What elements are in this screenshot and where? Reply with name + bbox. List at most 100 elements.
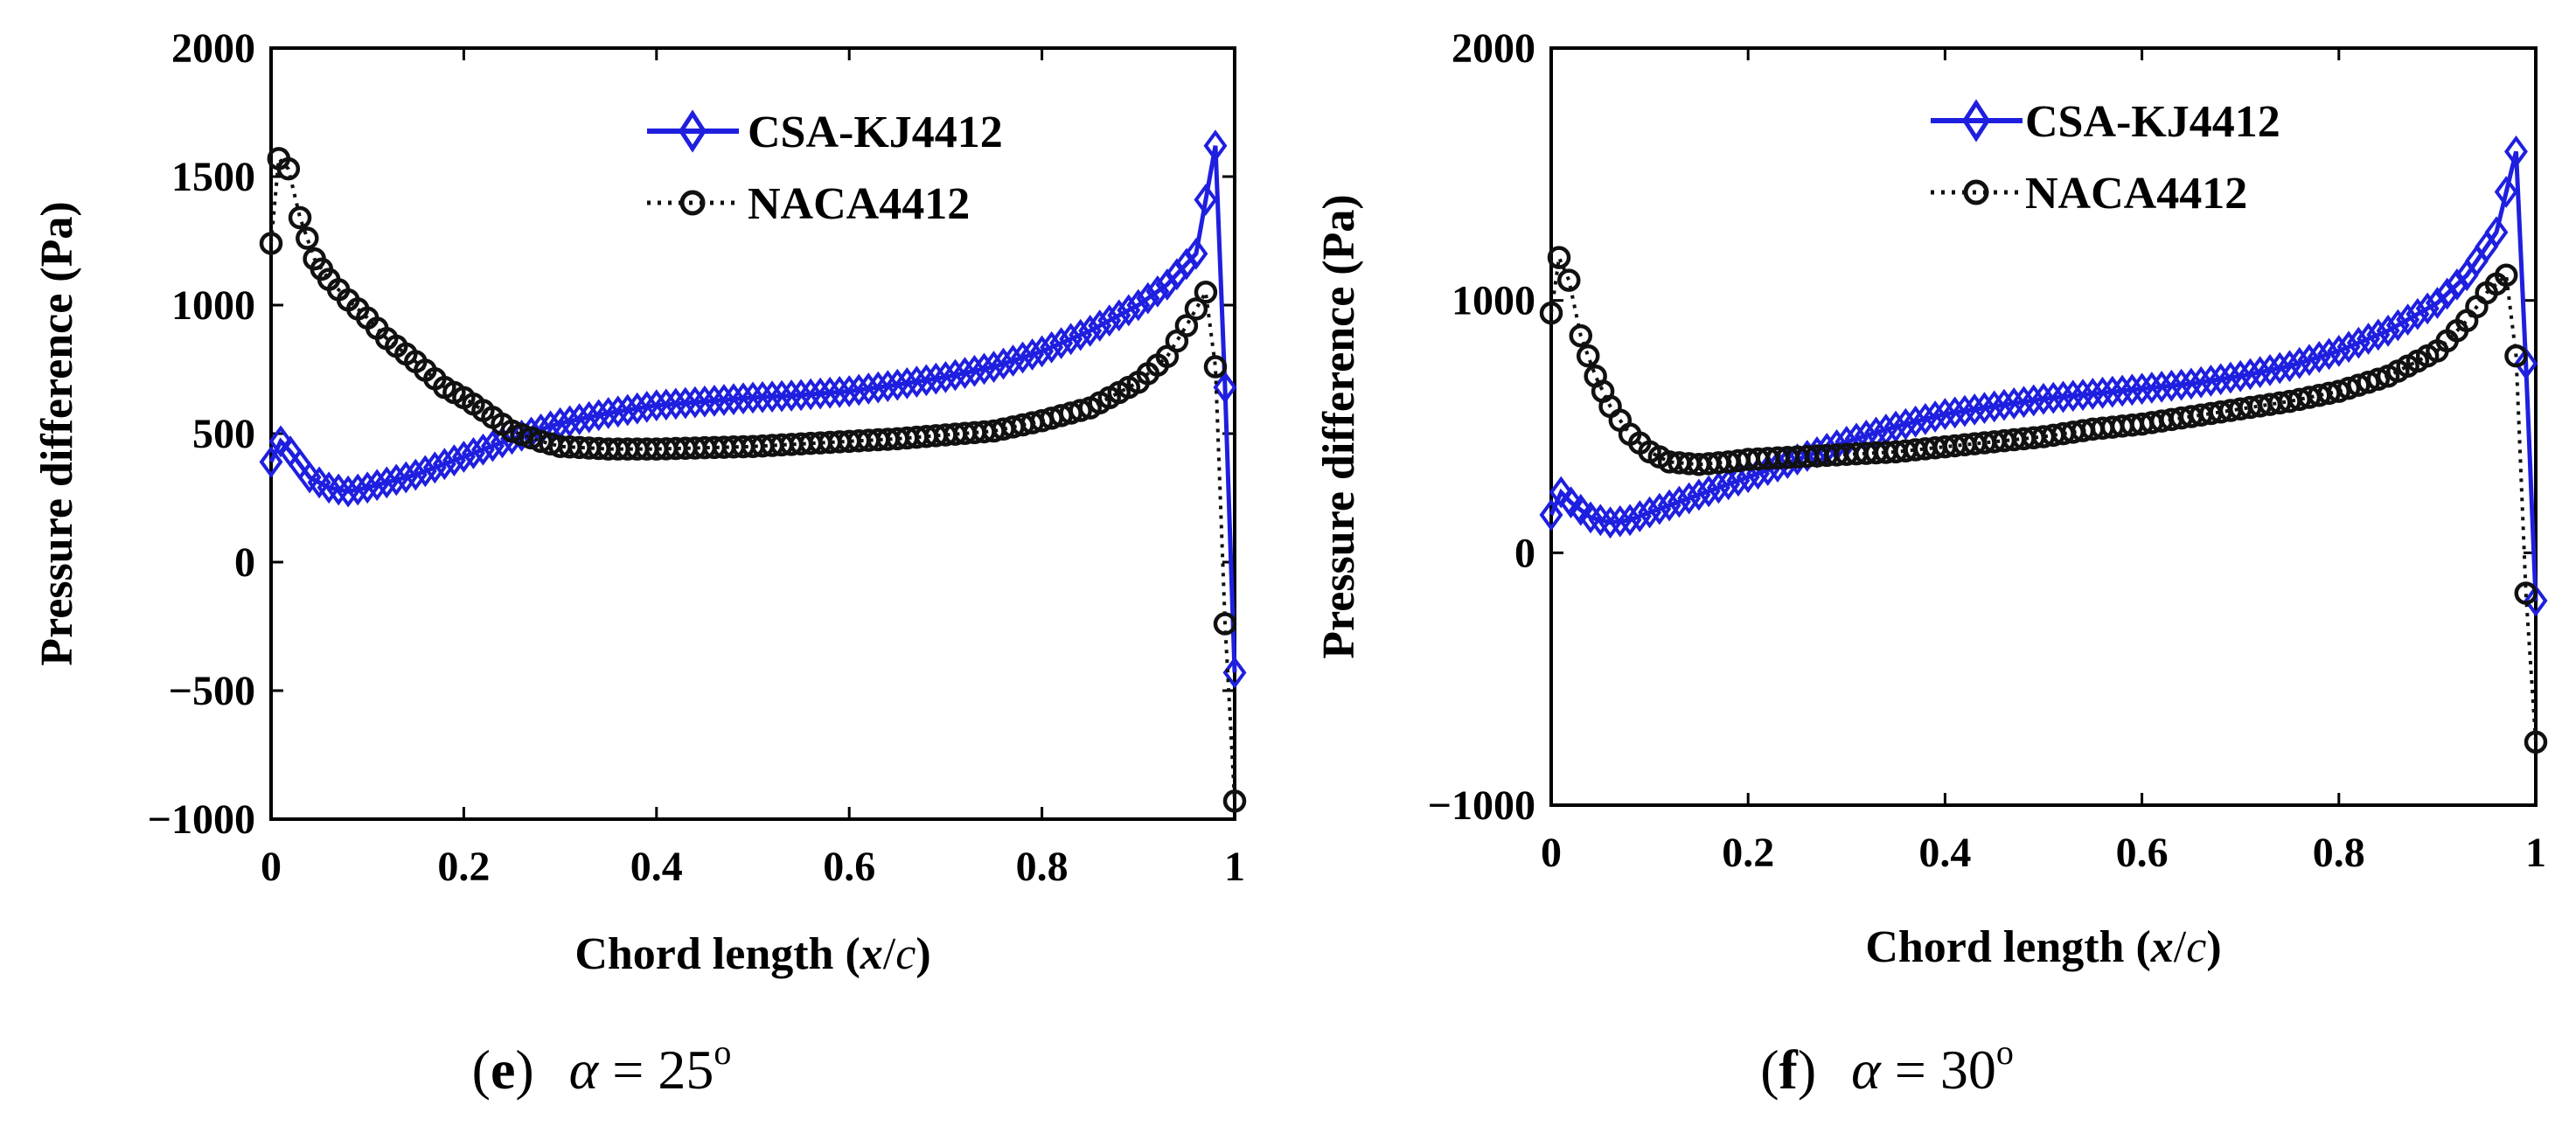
data-point-csa-kj4412-e [933, 360, 957, 393]
data-point-csa-kj4412-f [2071, 379, 2095, 412]
y-tick-label-e: 0 [234, 539, 255, 586]
data-point-csa-kj4412-e [943, 358, 967, 392]
x-tick-label-e: 1 [1224, 844, 1245, 890]
data-point-csa-kj4412-f [2080, 378, 2105, 410]
data-point-csa-kj4412-e [895, 366, 919, 400]
data-point-csa-kj4412-e [259, 445, 283, 478]
data-point-naca4412-e [1069, 399, 1092, 422]
y-tick-label-f: −1000 [1428, 782, 1535, 829]
data-point-csa-kj4412-e [442, 444, 466, 476]
data-point-csa-kj4412-f [1972, 392, 1996, 425]
data-point-csa-kj4412-e [480, 429, 505, 462]
x-tick-label-e: 0 [261, 844, 282, 890]
data-point-naca4412-f [2357, 370, 2380, 394]
data-point-csa-kj4412-f [2238, 358, 2262, 391]
data-point-csa-kj4412-e [798, 378, 823, 411]
x-axis-label-f: Chord length (x/c) [1865, 922, 2221, 972]
data-point-csa-kj4412-f [1775, 447, 1800, 479]
x-axis-label-close-e: ) [916, 929, 930, 979]
data-point-csa-kj4412-f [2346, 326, 2371, 359]
data-point-csa-kj4412-e [384, 463, 408, 497]
y-tick-label-f: 1000 [1452, 278, 1535, 324]
data-point-csa-kj4412-e [789, 379, 813, 412]
data-point-csa-kj4412-f [1647, 492, 1672, 525]
data-point-csa-kj4412-e [962, 354, 986, 387]
x-tick-label-f: 0.8 [2313, 830, 2365, 876]
data-point-csa-kj4412-e [721, 383, 746, 415]
data-point-naca4412-e [259, 232, 283, 255]
data-point-csa-kj4412-f [2140, 372, 2164, 404]
data-point-naca4412-e [276, 156, 301, 181]
x-axis-label-text-f: Chord length ( [1865, 922, 2150, 972]
data-point-csa-kj4412-f [2041, 381, 2065, 414]
data-point-csa-kj4412-e [846, 373, 871, 407]
data-point-csa-kj4412-e [1145, 275, 1170, 308]
data-point-csa-kj4412-f [1962, 393, 1987, 426]
caption-sup-f: o [1996, 1032, 2014, 1072]
data-point-csa-kj4412-f [2258, 353, 2282, 386]
data-point-csa-kj4412-f [2307, 340, 2331, 373]
data-point-csa-kj4412-e [558, 405, 582, 438]
data-point-csa-kj4412-f [2415, 292, 2440, 325]
data-point-csa-kj4412-f [1667, 485, 1691, 518]
data-point-csa-kj4412-e [1088, 309, 1112, 342]
chart-panel-e: 0 0.2 0.4 0.6 0.8 1−1000−5000500100015002000 … [32, 25, 1247, 1101]
data-point-csa-kj4412-e [712, 384, 736, 416]
data-point-csa-kj4412-e [422, 451, 447, 484]
caption-alpha-e: α [569, 1039, 600, 1101]
data-point-naca4412-f [1547, 246, 1571, 269]
data-point-csa-kj4412-f [2357, 323, 2381, 355]
data-point-csa-kj4412-f [2218, 361, 2243, 394]
data-point-naca4412-e [296, 226, 319, 250]
data-point-csa-kj4412-e [577, 400, 602, 434]
data-point-csa-kj4412-f [2327, 335, 2351, 367]
data-point-csa-kj4412-e [904, 365, 929, 398]
x-tick-label-e: 0.6 [823, 844, 875, 890]
legend-e: CSA-KJ4412 NACA4412 [647, 108, 1003, 229]
data-point-csa-kj4412-f [1598, 506, 1623, 539]
data-point-csa-kj4412-f [1893, 407, 1918, 441]
data-point-csa-kj4412-f [2149, 371, 2174, 403]
data-point-csa-kj4412-f [1706, 471, 1730, 504]
data-point-csa-kj4412-f [2179, 367, 2204, 400]
legend-marker-naca-f [1963, 179, 1989, 205]
data-point-csa-kj4412-e [635, 391, 659, 423]
data-point-csa-kj4412-e [982, 351, 1006, 383]
data-point-csa-kj4412-e [1136, 282, 1160, 315]
data-point-csa-kj4412-f [2445, 268, 2469, 301]
data-point-csa-kj4412-f [1932, 398, 1957, 430]
data-point-csa-kj4412-f [2002, 387, 2026, 420]
x-axis-label-e: Chord length (x/c) [574, 929, 930, 979]
data-point-csa-kj4412-f [2396, 303, 2420, 336]
data-point-csa-kj4412-f [2248, 356, 2273, 389]
x-tick-label-e: 0.4 [630, 844, 683, 890]
data-point-csa-kj4412-e [403, 458, 428, 491]
data-point-csa-kj4412-f [2405, 297, 2430, 330]
caption-letter-f: f [1779, 1039, 1799, 1101]
data-point-csa-kj4412-f [2287, 346, 2312, 379]
data-point-csa-kj4412-e [856, 372, 881, 405]
data-point-csa-kj4412-f [1904, 405, 1928, 438]
data-point-csa-kj4412-e [1194, 184, 1218, 216]
caption-alpha-f: α [1851, 1039, 1882, 1101]
x-axis-label-slash-e: / [883, 929, 896, 979]
data-point-csa-kj4412-f [2159, 369, 2183, 402]
data-point-csa-kj4412-e [1040, 330, 1064, 364]
data-point-csa-kj4412-e [606, 395, 630, 428]
data-point-csa-kj4412-e [664, 387, 688, 421]
data-point-csa-kj4412-e [374, 466, 399, 499]
data-point-naca4412-f [2504, 344, 2528, 368]
data-point-naca4412-e [1213, 612, 1237, 636]
y-tick-label-e: 500 [192, 411, 255, 457]
x-axis-label-c-e: c [895, 929, 916, 979]
data-point-csa-kj4412-f [1953, 394, 1977, 427]
caption-value-f: = 30 [1895, 1039, 1996, 1101]
data-point-csa-kj4412-f [2503, 135, 2528, 168]
data-point-csa-kj4412-e [1222, 657, 1247, 689]
data-point-csa-kj4412-f [1992, 388, 2016, 421]
data-point-csa-kj4412-e [1049, 327, 1074, 359]
data-point-csa-kj4412-e [885, 368, 909, 401]
data-point-csa-kj4412-e [596, 397, 621, 429]
data-point-csa-kj4412-f [1569, 493, 1593, 526]
